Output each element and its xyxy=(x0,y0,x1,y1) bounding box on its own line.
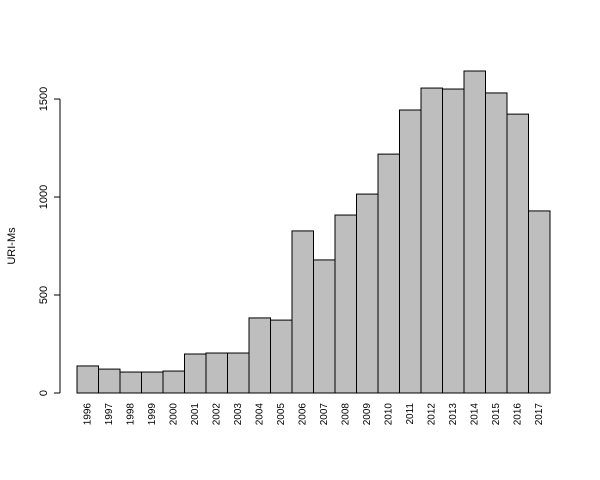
bar xyxy=(227,352,250,394)
bar xyxy=(98,368,121,394)
y-tick-label: 0 xyxy=(38,390,50,396)
bar xyxy=(377,153,400,394)
x-tick-label: 1997 xyxy=(104,403,115,426)
x-tick-label: 2017 xyxy=(534,403,545,426)
bar xyxy=(485,92,508,394)
bar xyxy=(528,210,551,394)
bar xyxy=(313,259,336,394)
x-tick-label: 2007 xyxy=(319,403,330,426)
bar xyxy=(399,109,422,394)
y-tick-label: 1000 xyxy=(38,185,50,209)
bar xyxy=(420,87,443,394)
x-tick-label: 2000 xyxy=(168,403,179,426)
bar xyxy=(205,352,228,394)
y-tick-label: 1500 xyxy=(38,87,50,111)
bar xyxy=(184,353,207,394)
bar xyxy=(442,88,465,394)
x-tick-label: 1999 xyxy=(147,403,158,426)
x-tick-label: 2014 xyxy=(469,403,480,426)
x-tick-label: 2012 xyxy=(426,403,437,426)
bar xyxy=(248,317,271,394)
bar xyxy=(356,193,379,394)
x-tick-label: 1996 xyxy=(82,403,93,426)
bar xyxy=(119,371,142,394)
x-tick-label: 2002 xyxy=(211,403,222,426)
x-tick-label: 2006 xyxy=(297,403,308,426)
bar xyxy=(506,113,529,394)
x-tick-label: 2001 xyxy=(190,403,201,426)
y-axis-label: URI-Ms xyxy=(6,227,18,265)
x-tick-label: 2003 xyxy=(233,403,244,426)
x-tick-label: 2013 xyxy=(448,403,459,426)
bar xyxy=(334,214,357,394)
x-tick-label: 2016 xyxy=(512,403,523,426)
bar xyxy=(162,370,185,394)
bar xyxy=(141,371,164,394)
y-tick-label: 500 xyxy=(38,286,50,304)
x-tick-label: 2005 xyxy=(276,403,287,426)
x-tick-label: 2011 xyxy=(405,403,416,425)
x-tick-label: 2004 xyxy=(254,403,265,426)
bar xyxy=(76,365,99,394)
x-tick-label: 1998 xyxy=(125,403,136,426)
bar xyxy=(291,230,314,394)
x-tick-label: 2010 xyxy=(383,403,394,426)
x-tick-label: 2008 xyxy=(340,403,351,426)
x-tick-label: 2015 xyxy=(491,403,502,426)
x-tick-label: 2009 xyxy=(362,403,373,426)
bar xyxy=(463,70,486,394)
bar xyxy=(270,319,293,394)
